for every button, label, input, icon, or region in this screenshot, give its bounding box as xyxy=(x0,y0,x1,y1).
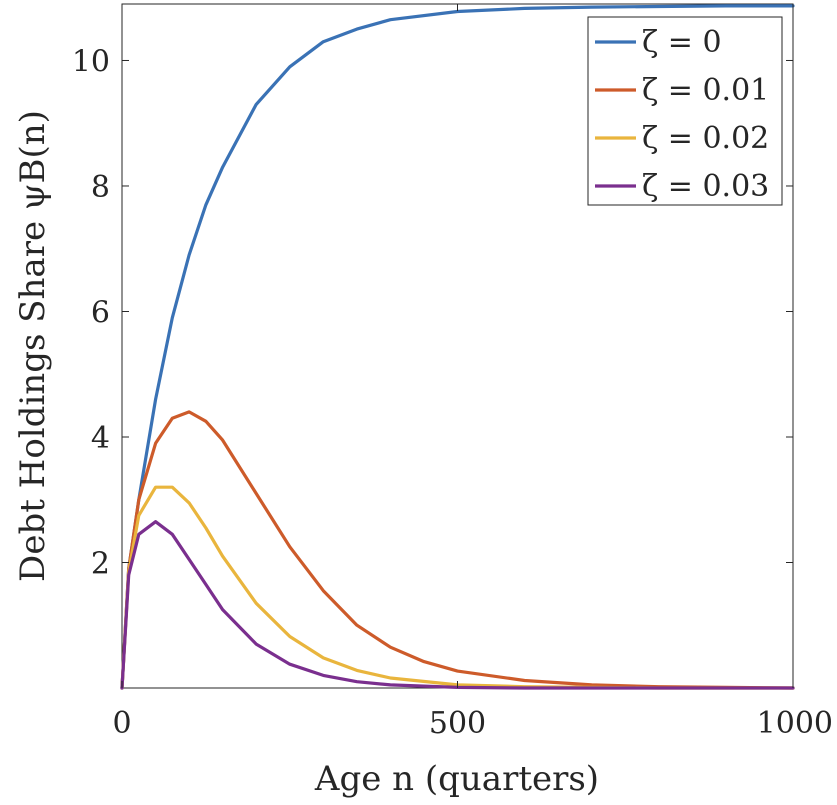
series-line-0 xyxy=(120,4,795,690)
x-axis-label: Age n (quarters) xyxy=(314,759,599,799)
x-tick-label: 500 xyxy=(429,706,486,741)
y-axis-label: Debt Holdings Share ψB(n) xyxy=(13,110,53,582)
x-axis-ticks: 0 500 1000 xyxy=(112,4,833,741)
legend-label-0: ζ = 0 xyxy=(642,25,722,60)
legend-label-1: ζ = 0.01 xyxy=(642,73,769,108)
y-tick-label: 8 xyxy=(91,170,110,205)
series-line-3 xyxy=(120,520,795,690)
y-tick-label: 6 xyxy=(91,295,110,330)
y-tick-label: 4 xyxy=(91,421,110,456)
legend: ζ = 0 ζ = 0.01 ζ = 0.02 ζ = 0.03 xyxy=(587,16,783,206)
legend-label-3: ζ = 0.03 xyxy=(642,169,769,204)
y-tick-label: 2 xyxy=(91,546,110,581)
legend-label-2: ζ = 0.02 xyxy=(642,121,769,156)
series-line-2 xyxy=(120,485,795,690)
x-tick-label: 0 xyxy=(112,706,131,741)
series-line-1 xyxy=(120,410,795,690)
series-layer xyxy=(120,4,795,690)
x-tick-label: 1000 xyxy=(757,706,833,741)
legend-box xyxy=(587,16,783,206)
y-axis-ticks: 2 4 6 8 10 xyxy=(72,44,793,581)
y-tick-label: 10 xyxy=(72,44,110,79)
